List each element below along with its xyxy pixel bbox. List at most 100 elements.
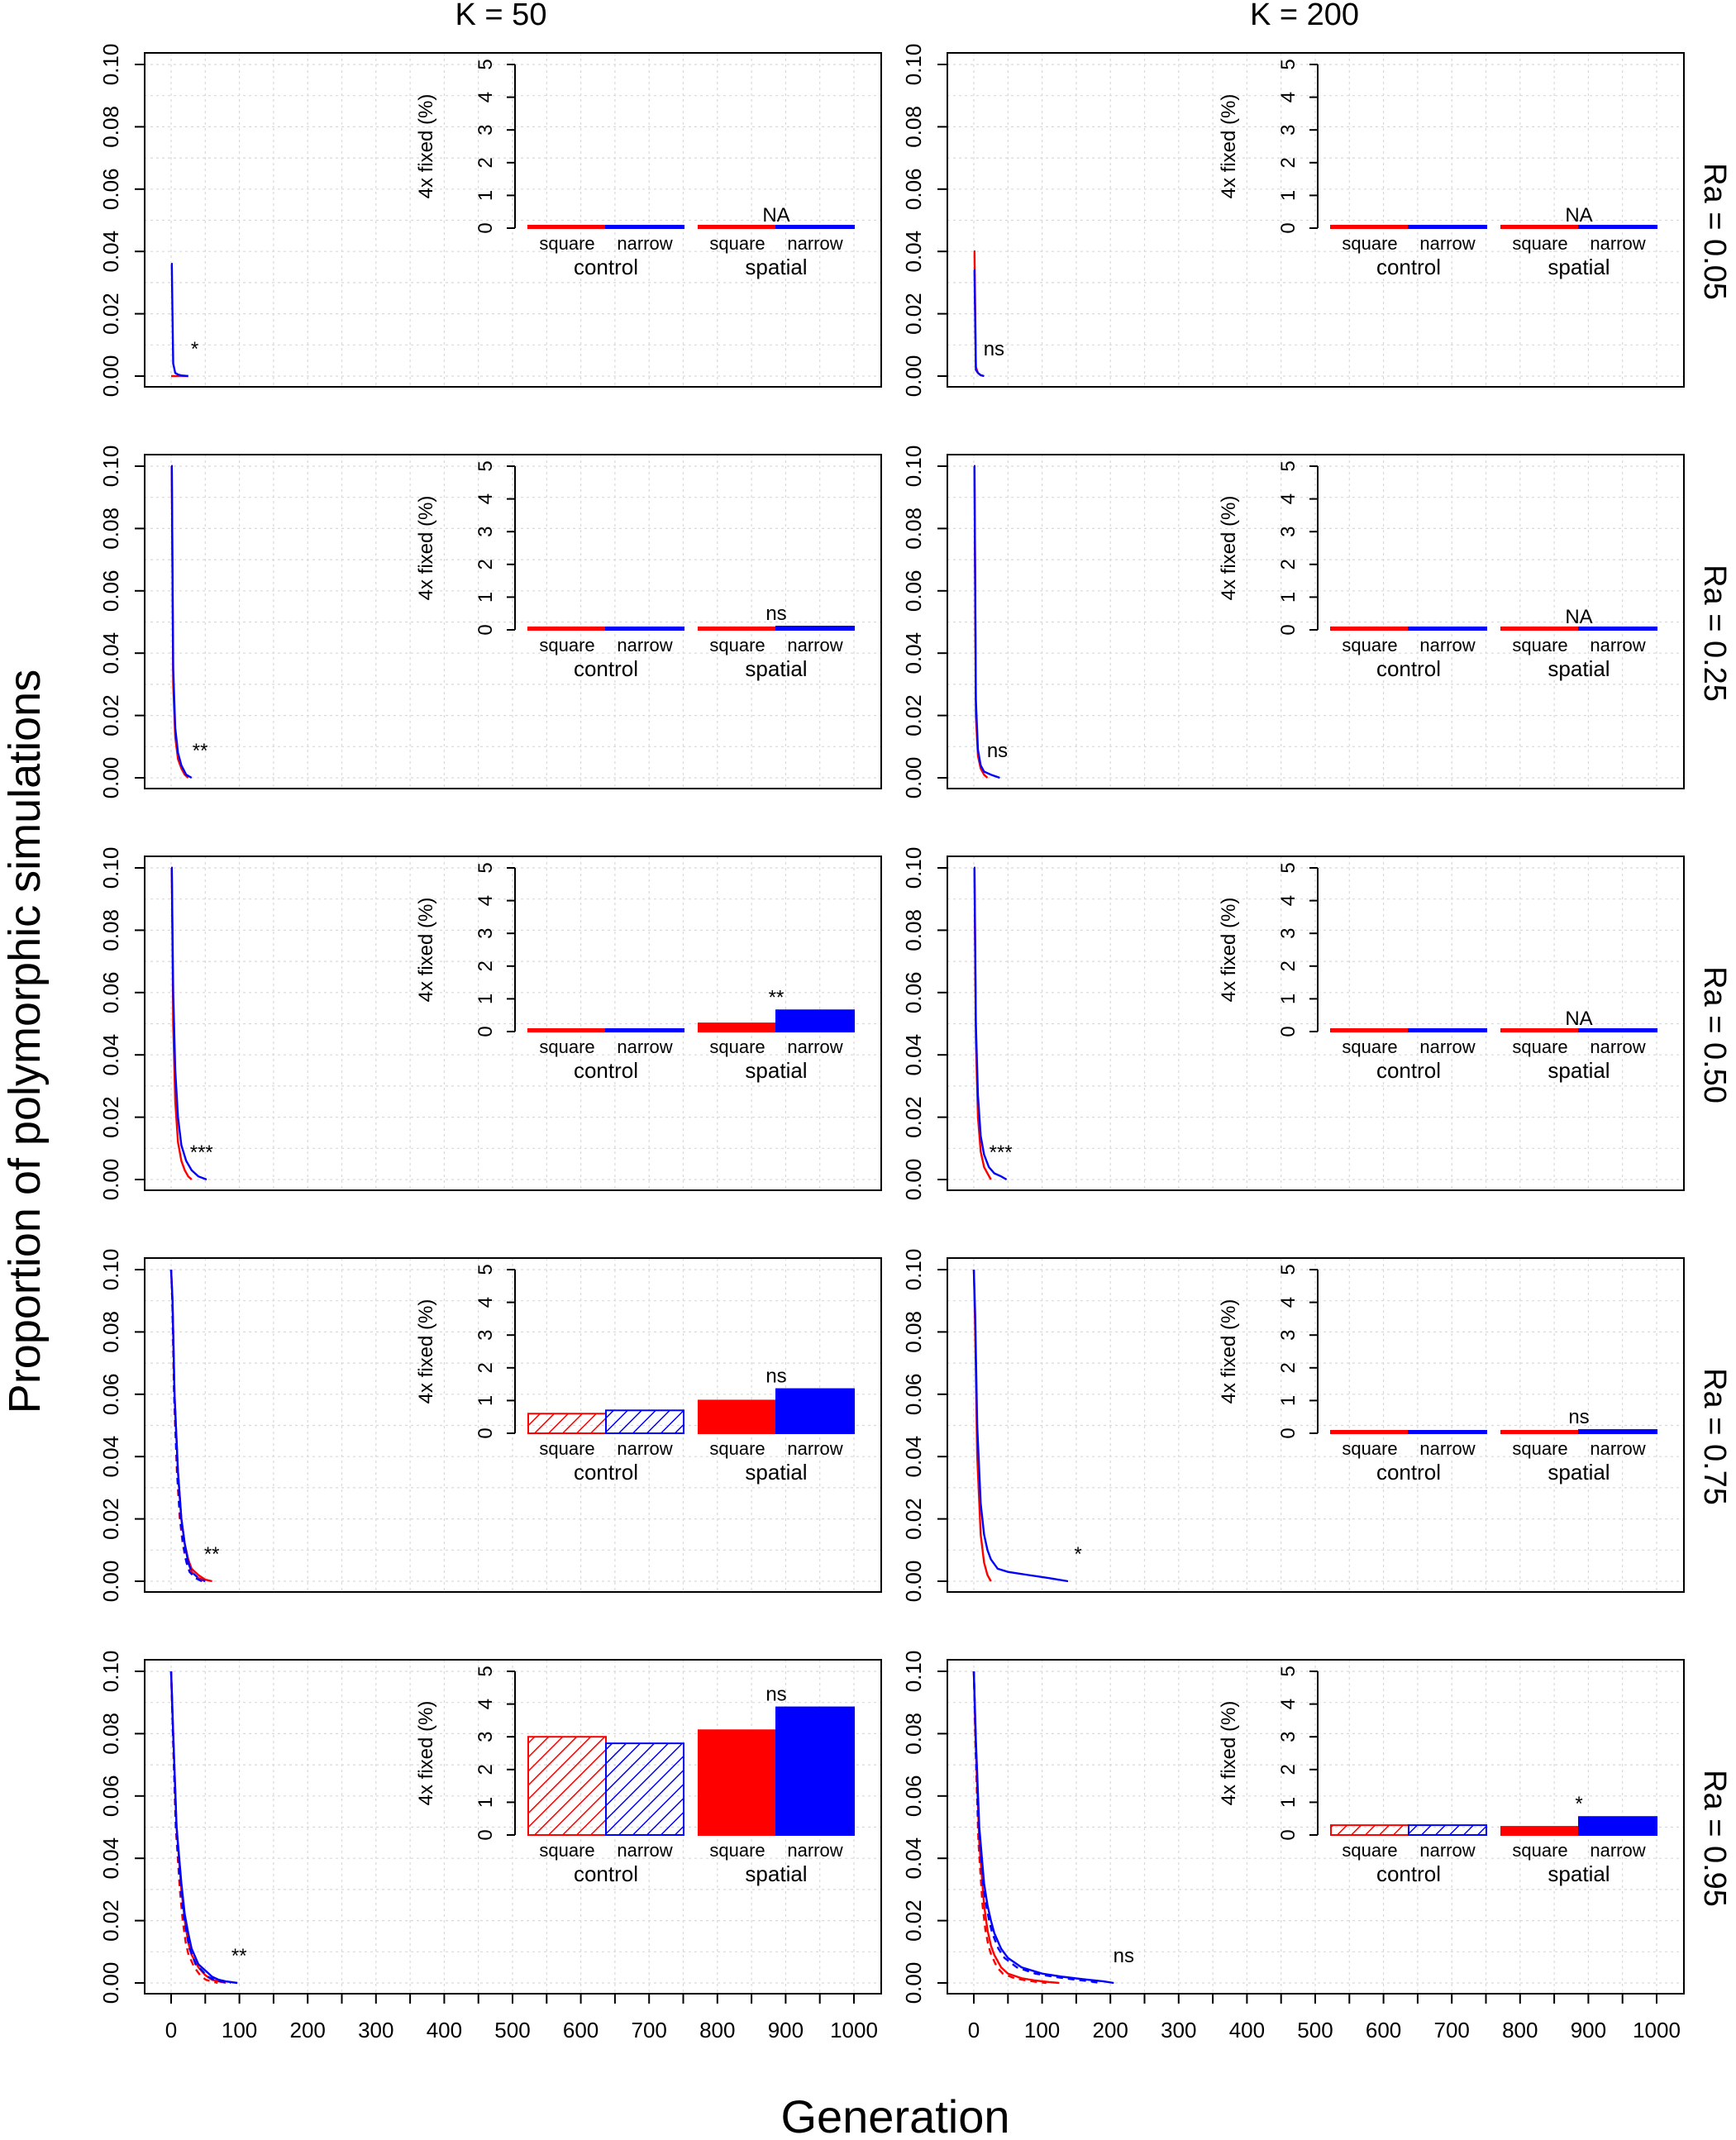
panel-grid: 0.00 0.02 0.04 0.06 0.08 0.10 * 0 1 2 3 4 5 4x fixed … [98, 44, 1685, 2042]
y-tick-label: 0.10 [98, 847, 123, 889]
inset-y-tick-label: 2 [475, 157, 497, 168]
x-tick-label: 300 [358, 2018, 393, 2042]
inset-bar-square-spatial [1500, 1826, 1580, 1837]
inset-bar-narrow-spatial [1578, 627, 1657, 631]
x-tick-label: 500 [494, 2018, 530, 2042]
x-axis-label: Generation [780, 2090, 1009, 2140]
inset-y-tick-label: 2 [1277, 157, 1300, 168]
y-tick-label: 0.00 [98, 1159, 123, 1201]
inset-bar-label: narrow [787, 1438, 842, 1459]
inset-bar-label: square [539, 233, 594, 254]
inset-group-label-spatial: spatial [745, 656, 807, 681]
inset-bar-narrow-control [1408, 1430, 1487, 1434]
y-tick-label: 0.00 [901, 1159, 926, 1201]
x-tick-label: 100 [222, 2018, 257, 2042]
inset-bar-label: narrow [787, 233, 842, 254]
panel-r0-c0: 0.00 0.02 0.04 0.06 0.08 0.10 * 0 1 2 3 4 5 4x fixed … [98, 44, 882, 398]
x-tick-label: 800 [699, 2018, 735, 2042]
inset-significance: ** [769, 986, 785, 1008]
panel-r3-c0: 0.00 0.02 0.04 0.06 0.08 0.10 ** 0 1 2 3 4 5 4x fixed… [98, 1249, 882, 1602]
inset-y-tick-label: 1 [475, 1395, 497, 1406]
curve-square [972, 1671, 1060, 1985]
inset-bar-label: square [1342, 1840, 1397, 1861]
inset-y-tick-label: 2 [475, 960, 497, 971]
inset-y-tick-label: 0 [1277, 624, 1300, 635]
inset-bar-label: square [539, 1438, 594, 1459]
curve-significance: ns [984, 338, 1004, 360]
grid [947, 1258, 1684, 1592]
inset-bar-label: narrow [1590, 635, 1645, 655]
inset-bar-narrow-spatial [1578, 1816, 1657, 1837]
inset-bar-label: narrow [1590, 233, 1645, 254]
inset-bar-narrow-control [605, 1742, 684, 1836]
inset-y-tick-label: 3 [1277, 1732, 1300, 1742]
svg-text:Ra = 0.05: Ra = 0.05 [1697, 163, 1732, 300]
curve-narrow [973, 465, 1000, 779]
y-tick-label: 0.10 [901, 1651, 926, 1693]
inset-bar-label: narrow [617, 1037, 672, 1057]
inset-y-label: 4x fixed (%) [1218, 898, 1240, 1003]
y-tick-label: 0.04 [901, 632, 926, 674]
inset-bar-label: narrow [787, 1037, 842, 1057]
inset-group-label-spatial: spatial [1548, 255, 1610, 279]
y-tick-label: 0.06 [901, 570, 926, 612]
inset-y-tick-label: 5 [475, 1666, 497, 1676]
y-tick-label: 0.10 [901, 446, 926, 488]
y-tick-label: 0.06 [901, 1373, 926, 1415]
inset-group-label-control: control [1376, 1861, 1441, 1886]
inset-y-tick-label: 3 [1277, 125, 1300, 136]
curve-significance: ** [204, 1543, 220, 1566]
inset-group-label-spatial: spatial [745, 1861, 807, 1886]
y-tick-label: 0.08 [901, 106, 926, 148]
panel-r4-c1: 0.000.020.040.060.080.100 100 200 300 400 500… [901, 1651, 1685, 2042]
panel-r0-c1: 0.00 0.02 0.04 0.06 0.08 0.10 ns 0 1 2 3 4 5 4x fixed… [901, 44, 1685, 397]
y-tick-label: 0.02 [901, 1096, 926, 1138]
inset-group-label-control: control [1376, 255, 1441, 279]
panel-r2-c0: 0.00 0.02 0.04 0.06 0.08 0.10 *** 0 1 2 3 4 5 4x fixe… [98, 847, 882, 1201]
y-tick-label: 0.04 [901, 1436, 926, 1478]
panel-frame [144, 1257, 882, 1593]
inset-significance: * [1575, 1793, 1582, 1815]
y-tick-label: 0.08 [98, 1713, 123, 1755]
inset-y-tick-label: 4 [1277, 493, 1300, 504]
inset-bar-chart: 0 1 2 3 4 5 4x fixed (%) square narrow square narr… [1218, 862, 1657, 1083]
y-axis-label: Proportion of polymorphic simulations [0, 670, 50, 1413]
y-tick-label: 0.00 [98, 1962, 123, 2004]
y-tick-label: 0.10 [98, 1249, 123, 1291]
inset-y-tick-label: 0 [475, 222, 497, 233]
inset-bar-label: square [1342, 233, 1397, 254]
inset-y-tick-label: 1 [475, 994, 497, 1004]
inset-bar-label: narrow [617, 1840, 672, 1861]
y-tick-label: 0.10 [901, 44, 926, 86]
inset-bar-narrow-spatial [1578, 1028, 1657, 1032]
inset-bar-chart: 0 1 2 3 4 5 4x fixed (%) square narrow square narr… [415, 59, 855, 279]
inset-y-tick-label: 5 [475, 862, 497, 873]
x-tick-label: 0 [165, 2018, 177, 2042]
inset-y-tick-label: 5 [1277, 59, 1300, 69]
curve-significance: * [1074, 1543, 1081, 1566]
row-title-ra-050: Ra = 0.50 [1697, 966, 1732, 1103]
row-title-ra-025: Ra = 0.25 [1697, 565, 1732, 702]
curve-significance: ns [1114, 1945, 1134, 1967]
grid [947, 1660, 1684, 1994]
inset-bar-label: narrow [1419, 1037, 1475, 1057]
inset-bar-label: square [1342, 635, 1397, 655]
inset-bar-label: square [709, 1037, 765, 1057]
inset-bar-label: square [1512, 233, 1567, 254]
inset-group-label-control: control [574, 1058, 638, 1083]
panel-frame [144, 52, 882, 388]
y-tick-label: 0.02 [901, 1498, 926, 1540]
inset-bar-narrow-control [605, 225, 684, 229]
inset-y-tick-label: 0 [475, 1829, 497, 1840]
inset-bar-narrow-spatial [1578, 225, 1657, 229]
inset-y-tick-label: 5 [475, 460, 497, 471]
x-tick-label: 800 [1502, 2018, 1538, 2042]
inset-y-tick-label: 0 [1277, 1026, 1300, 1037]
inset-y-tick-label: 5 [1277, 1264, 1300, 1275]
inset-bar-square-control [1330, 627, 1409, 631]
inset-y-label: 4x fixed (%) [415, 496, 437, 601]
inset-bar-square-spatial [1500, 1430, 1580, 1434]
x-tick-label: 700 [1434, 2018, 1470, 2042]
y-tick-label: 0.08 [901, 909, 926, 951]
y-tick-label: 0.00 [98, 355, 123, 398]
